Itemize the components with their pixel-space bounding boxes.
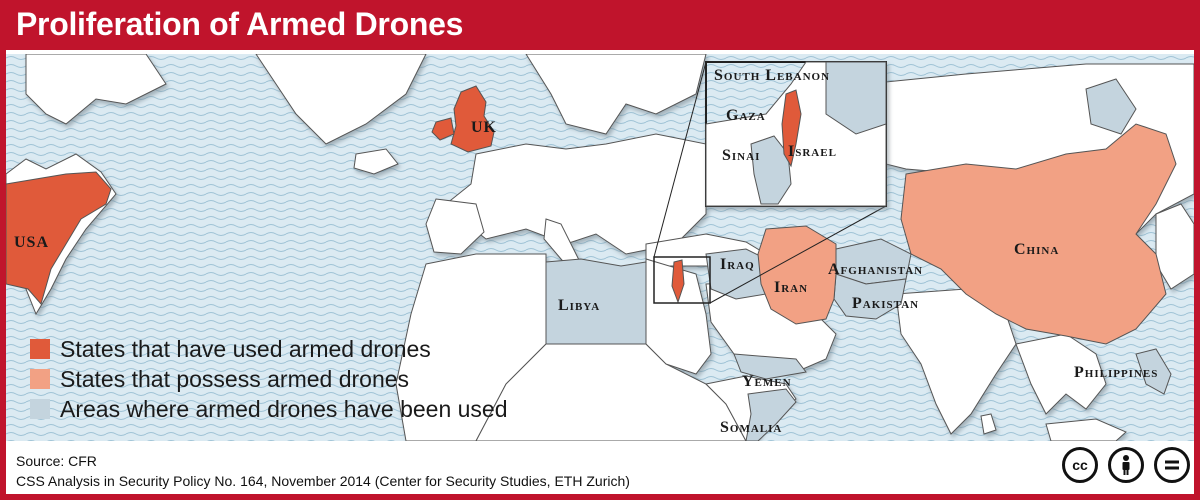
legend-item-areas: Areas where armed drones have been used xyxy=(30,394,508,424)
label-china: China xyxy=(1014,241,1059,258)
libya-area xyxy=(545,258,647,345)
map: USA UK China Iran Iraq Libya Afghanistan… xyxy=(6,54,1194,441)
ireland-shape xyxy=(431,117,455,141)
philippines-area xyxy=(1135,348,1172,395)
label-usa: USA xyxy=(14,234,49,251)
label-pakistan: Pakistan xyxy=(852,295,919,312)
china-shape xyxy=(900,123,1177,345)
legend-label: States that possess armed drones xyxy=(60,365,410,392)
label-uk: UK xyxy=(471,119,497,136)
cc-icon: cc xyxy=(1062,447,1098,483)
label-israel: Israel xyxy=(788,143,837,160)
legend-swatch xyxy=(30,399,50,419)
legend-swatch xyxy=(30,339,50,359)
svg-text:cc: cc xyxy=(1072,457,1088,473)
label-afghanistan: Afghanistan xyxy=(828,261,923,278)
inset-line xyxy=(709,205,887,304)
map-svg: USA UK China Iran Iraq Libya Afghanistan… xyxy=(6,54,1194,441)
label-iran: Iran xyxy=(774,279,808,296)
southeast-asia xyxy=(1015,333,1107,415)
uk-shape xyxy=(450,85,495,153)
attribution-icon xyxy=(1108,447,1144,483)
legend-item-used: States that have used armed drones xyxy=(30,334,508,364)
source-text: Source: CFR xyxy=(16,453,97,469)
usa-shape xyxy=(6,171,112,306)
page-title: Proliferation of Armed Drones xyxy=(16,6,464,42)
iran-shape xyxy=(757,225,837,325)
label-libya: Libya xyxy=(558,297,600,314)
citation-text: CSS Analysis in Security Policy No. 164,… xyxy=(16,473,630,489)
label-somalia: Somalia xyxy=(720,419,782,436)
footer: Source: CFR CSS Analysis in Security Pol… xyxy=(6,441,1194,494)
canada-north xyxy=(25,54,167,125)
label-iraq: Iraq xyxy=(720,256,755,273)
header-bar: Proliferation of Armed Drones xyxy=(0,0,1200,50)
iberia xyxy=(425,198,485,255)
indonesia xyxy=(1045,418,1127,441)
label-gaza: Gaza xyxy=(726,107,766,124)
israel-shape xyxy=(671,259,685,304)
scandinavia xyxy=(525,54,707,135)
east-asia-area xyxy=(1085,78,1137,135)
legend-item-possess: States that possess armed drones xyxy=(30,364,508,394)
label-yemen: Yemen xyxy=(742,373,792,390)
egypt-sudan xyxy=(645,258,712,375)
europe xyxy=(445,133,707,255)
greenland xyxy=(255,54,427,145)
label-sinai: Sinai xyxy=(722,147,760,164)
pakistan-area xyxy=(833,273,907,320)
inset-locator xyxy=(653,256,711,304)
legend-label: States that have used armed drones xyxy=(60,335,431,362)
legend-label: Areas where armed drones have been used xyxy=(60,395,508,422)
legend: States that have used armed drones State… xyxy=(30,334,508,424)
license-icons: cc xyxy=(1062,447,1190,483)
sri-lanka xyxy=(980,413,997,435)
label-south-lebanon: South Lebanon xyxy=(714,67,830,84)
legend-swatch xyxy=(30,369,50,389)
yemen-area xyxy=(733,353,807,380)
iceland xyxy=(353,148,399,175)
somalia-area xyxy=(745,388,797,441)
inset-line xyxy=(653,61,707,258)
inset-map xyxy=(705,61,887,207)
no-derivatives-icon xyxy=(1154,447,1190,483)
label-philippines: Philippines xyxy=(1074,364,1158,381)
